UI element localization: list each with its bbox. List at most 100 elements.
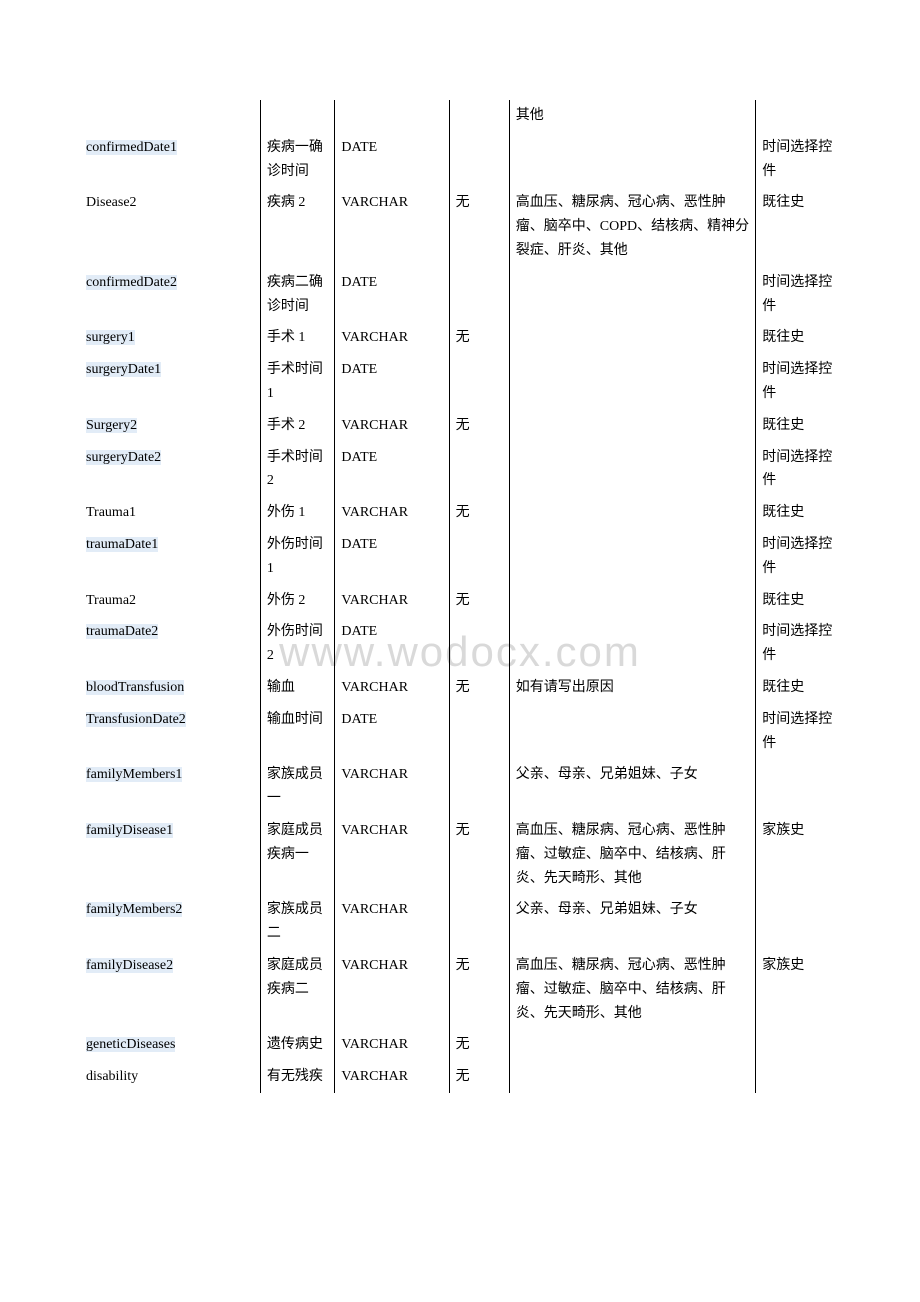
cell-name: 手术时间 1 xyxy=(260,354,335,410)
cell-name: 疾病二确诊时间 xyxy=(260,267,335,323)
cell-type: VARCHAR xyxy=(335,950,449,1029)
cell-description: 其他 xyxy=(509,100,756,132)
cell-name: 手术 1 xyxy=(260,322,335,354)
cell-note xyxy=(756,759,840,815)
cell-field: Trauma2 xyxy=(80,585,260,617)
cell-nullable xyxy=(449,442,509,498)
cell-name: 外伤时间 2 xyxy=(260,616,335,672)
cell-note xyxy=(756,1029,840,1061)
cell-note: 既往史 xyxy=(756,672,840,704)
cell-type: DATE xyxy=(335,354,449,410)
cell-note: 既往史 xyxy=(756,497,840,529)
cell-name: 输血时间 xyxy=(260,704,335,760)
cell-type: VARCHAR xyxy=(335,585,449,617)
highlighted-text: bloodTransfusion xyxy=(86,680,184,695)
cell-description xyxy=(509,322,756,354)
cell-name: 家族成员一 xyxy=(260,759,335,815)
table-row: Disease2疾病 2VARCHAR无高血压、糖尿病、冠心病、恶性肿瘤、脑卒中… xyxy=(80,187,840,266)
cell-description xyxy=(509,1029,756,1061)
cell-field: disability xyxy=(80,1061,260,1093)
cell-field: surgeryDate1 xyxy=(80,354,260,410)
highlighted-text: surgeryDate1 xyxy=(86,362,161,377)
cell-name: 外伤时间 1 xyxy=(260,529,335,585)
cell-type: VARCHAR xyxy=(335,497,449,529)
cell-description xyxy=(509,1061,756,1093)
cell-note: 时间选择控件 xyxy=(756,704,840,760)
cell-type: VARCHAR xyxy=(335,410,449,442)
cell-type: DATE xyxy=(335,616,449,672)
cell-field: Disease2 xyxy=(80,187,260,266)
highlighted-text: surgeryDate2 xyxy=(86,450,161,465)
cell-type: DATE xyxy=(335,704,449,760)
cell-field: TransfusionDate2 xyxy=(80,704,260,760)
cell-name: 输血 xyxy=(260,672,335,704)
cell-description xyxy=(509,267,756,323)
cell-nullable: 无 xyxy=(449,322,509,354)
cell-type xyxy=(335,100,449,132)
cell-nullable: 无 xyxy=(449,815,509,894)
cell-description xyxy=(509,410,756,442)
cell-note: 时间选择控件 xyxy=(756,267,840,323)
cell-description: 如有请写出原因 xyxy=(509,672,756,704)
cell-nullable: 无 xyxy=(449,410,509,442)
cell-field: confirmedDate2 xyxy=(80,267,260,323)
cell-field xyxy=(80,100,260,132)
cell-field: surgeryDate2 xyxy=(80,442,260,498)
cell-note: 时间选择控件 xyxy=(756,529,840,585)
table-row: traumaDate1外伤时间 1DATE时间选择控件 xyxy=(80,529,840,585)
cell-note: 既往史 xyxy=(756,322,840,354)
cell-name: 家族成员二 xyxy=(260,894,335,950)
highlighted-text: TransfusionDate2 xyxy=(86,712,186,727)
cell-field: Surgery2 xyxy=(80,410,260,442)
cell-name: 外伤 1 xyxy=(260,497,335,529)
table-row: surgery1手术 1VARCHAR无既往史 xyxy=(80,322,840,354)
highlighted-text: familyMembers2 xyxy=(86,902,182,917)
highlighted-text: familyDisease2 xyxy=(86,958,173,973)
cell-type: DATE xyxy=(335,267,449,323)
cell-nullable xyxy=(449,894,509,950)
cell-type: VARCHAR xyxy=(335,1029,449,1061)
table-row: surgeryDate1手术时间 1DATE时间选择控件 xyxy=(80,354,840,410)
cell-nullable: 无 xyxy=(449,950,509,1029)
cell-nullable xyxy=(449,100,509,132)
cell-name: 外伤 2 xyxy=(260,585,335,617)
cell-type: DATE xyxy=(335,442,449,498)
cell-field: familyMembers1 xyxy=(80,759,260,815)
cell-description: 父亲、母亲、兄弟姐妹、子女 xyxy=(509,894,756,950)
cell-name: 家庭成员疾病二 xyxy=(260,950,335,1029)
cell-description xyxy=(509,616,756,672)
cell-type: VARCHAR xyxy=(335,187,449,266)
table-row: Surgery2手术 2VARCHAR无既往史 xyxy=(80,410,840,442)
schema-table: 其他confirmedDate1疾病一确诊时间DATE时间选择控件Disease… xyxy=(80,100,840,1093)
cell-note: 家族史 xyxy=(756,950,840,1029)
cell-nullable: 无 xyxy=(449,187,509,266)
table-row: familyDisease2家庭成员疾病二VARCHAR无高血压、糖尿病、冠心病… xyxy=(80,950,840,1029)
cell-name: 有无残疾 xyxy=(260,1061,335,1093)
cell-note: 家族史 xyxy=(756,815,840,894)
table-row: traumaDate2外伤时间 2DATE时间选择控件 xyxy=(80,616,840,672)
cell-nullable: 无 xyxy=(449,672,509,704)
cell-nullable: 无 xyxy=(449,585,509,617)
cell-description: 高血压、糖尿病、冠心病、恶性肿瘤、过敏症、脑卒中、结核病、肝炎、先天畸形、其他 xyxy=(509,815,756,894)
cell-note: 既往史 xyxy=(756,410,840,442)
table-row: familyDisease1家庭成员疾病一VARCHAR无高血压、糖尿病、冠心病… xyxy=(80,815,840,894)
cell-nullable xyxy=(449,354,509,410)
cell-nullable xyxy=(449,616,509,672)
cell-type: VARCHAR xyxy=(335,672,449,704)
highlighted-text: surgery1 xyxy=(86,330,135,345)
highlighted-text: familyDisease1 xyxy=(86,823,173,838)
cell-name: 疾病一确诊时间 xyxy=(260,132,335,188)
cell-field: traumaDate1 xyxy=(80,529,260,585)
cell-nullable xyxy=(449,704,509,760)
cell-name: 手术时间 2 xyxy=(260,442,335,498)
table-row: familyMembers1家族成员一VARCHAR父亲、母亲、兄弟姐妹、子女 xyxy=(80,759,840,815)
table-row: Trauma2外伤 2VARCHAR无既往史 xyxy=(80,585,840,617)
table-row: geneticDiseases遗传病史VARCHAR无 xyxy=(80,1029,840,1061)
cell-description: 高血压、糖尿病、冠心病、恶性肿瘤、脑卒中、COPD、结核病、精神分裂症、肝炎、其… xyxy=(509,187,756,266)
highlighted-text: geneticDiseases xyxy=(86,1037,175,1052)
cell-note xyxy=(756,1061,840,1093)
table-row: Trauma1外伤 1VARCHAR无既往史 xyxy=(80,497,840,529)
table-row: 其他 xyxy=(80,100,840,132)
highlighted-text: traumaDate2 xyxy=(86,624,158,639)
cell-note xyxy=(756,100,840,132)
